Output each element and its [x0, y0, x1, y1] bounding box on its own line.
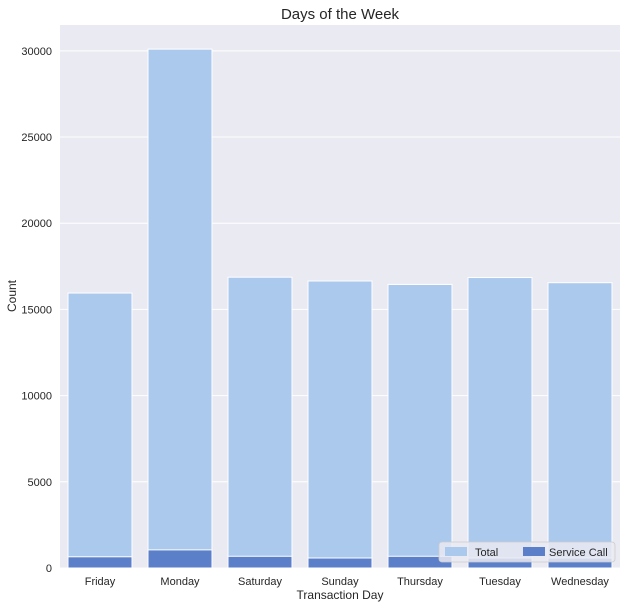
bars	[67, 48, 613, 569]
x-tick-label: Saturday	[238, 576, 283, 588]
x-tick-label: Wednesday	[551, 576, 609, 588]
y-tick-label: 0	[46, 563, 52, 575]
bar-total-saturday	[227, 276, 293, 569]
series-service-call	[67, 549, 613, 569]
x-axis-label: Transaction Day	[297, 588, 384, 602]
bar-service-call-sunday	[307, 557, 373, 569]
bar-total-tuesday	[467, 277, 533, 569]
x-tick-label: Sunday	[321, 576, 359, 588]
y-tick-label: 10000	[21, 391, 52, 403]
y-tick-label: 15000	[21, 304, 52, 316]
y-tick-label: 30000	[21, 46, 52, 58]
y-axis-label: Count	[5, 279, 19, 312]
chart-title: Days of the Week	[281, 6, 400, 23]
bar-service-call-saturday	[227, 555, 293, 569]
bar-total-monday	[147, 48, 213, 569]
bar-total-sunday	[307, 280, 373, 569]
x-tick-label: Friday	[85, 576, 116, 588]
legend-swatch-total	[445, 547, 467, 556]
legend: Total Service Call	[438, 541, 616, 563]
bar-service-call-monday	[147, 549, 213, 569]
x-axis-ticks: Friday Monday Saturday Sunday Thursday Tuesda…	[85, 576, 610, 588]
bar-total-friday	[67, 292, 133, 569]
bar-total-wednesday	[547, 282, 613, 569]
legend-label-service-call: Service Call	[549, 547, 608, 559]
x-tick-label: Thursday	[397, 576, 443, 588]
x-tick-label: Tuesday	[479, 576, 521, 588]
y-tick-label: 5000	[28, 477, 52, 489]
y-tick-label: 20000	[21, 218, 52, 230]
y-tick-label: 25000	[21, 132, 52, 144]
legend-swatch-service-call	[523, 547, 545, 556]
bar-total-thursday	[387, 283, 453, 569]
y-axis-ticks: 0 5000 10000 15000 20000 25000 30000	[21, 46, 52, 575]
legend-label-total: Total	[475, 547, 498, 559]
bar-service-call-friday	[67, 556, 133, 569]
x-tick-label: Monday	[160, 576, 200, 588]
